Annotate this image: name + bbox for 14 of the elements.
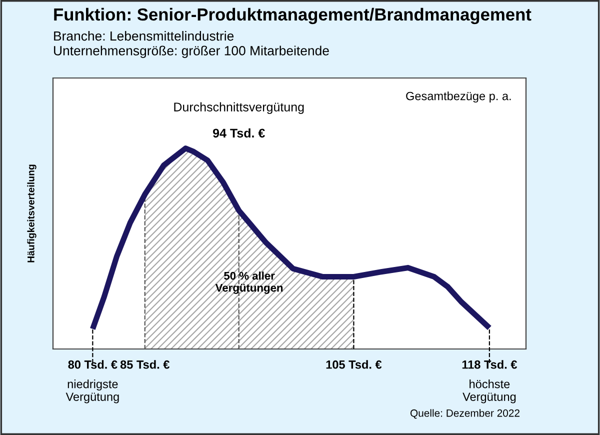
y-axis-title: Häufigkeitsverteilung <box>27 164 36 262</box>
x-tick-label: 118 Tsd. € <box>462 360 518 369</box>
text: Gesamtbezüge p. a. <box>406 92 511 103</box>
annotation: höchste Vergütung <box>462 380 516 404</box>
chart-title: Funktion: Senior-Produktmanagement/Brandmanagement <box>54 8 532 24</box>
x-tick-label: 85 Tsd. € <box>120 360 170 369</box>
text: Durchschnittsvergütung <box>174 102 304 114</box>
source-note: Quelle: Dezember 2022 <box>410 409 520 419</box>
x-tick-label: 80 Tsd. € <box>68 360 118 369</box>
band-label: 50 % aller Vergütungen <box>215 272 283 294</box>
x-tick-label: 105 Tsd. € <box>326 360 382 369</box>
annotation: niedrigste Vergütung <box>66 380 119 404</box>
text: 94 Tsd. € <box>213 128 265 138</box>
chart-subtitle: Branche: Lebensmittelindustrie Unternehmensgröße: größer 100 Mitarbeitende <box>54 31 329 58</box>
